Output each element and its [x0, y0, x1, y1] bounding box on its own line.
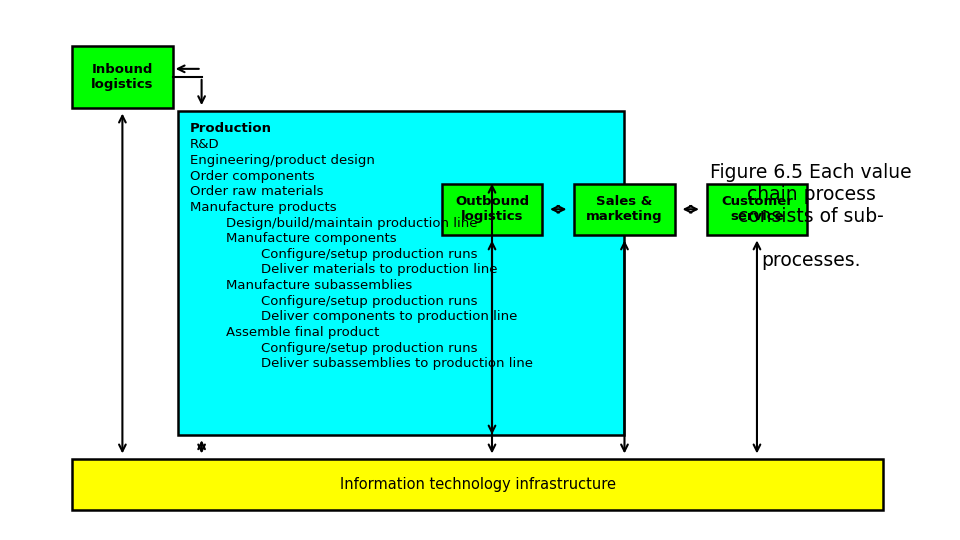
Text: Deliver components to production line: Deliver components to production line: [261, 310, 517, 323]
Text: R&D: R&D: [190, 138, 220, 151]
Text: Figure 6.5 Each value
chain process
consists of sub-

processes.: Figure 6.5 Each value chain process cons…: [710, 163, 912, 269]
Text: Sales &
marketing: Sales & marketing: [587, 195, 662, 223]
Text: Manufacture products: Manufacture products: [190, 201, 337, 214]
Text: Outbound
logistics: Outbound logistics: [455, 195, 529, 223]
Text: Order raw materials: Order raw materials: [190, 185, 324, 198]
Text: Deliver materials to production line: Deliver materials to production line: [261, 264, 497, 276]
Bar: [72, 459, 883, 510]
Bar: [707, 184, 807, 235]
Bar: [72, 46, 173, 108]
Bar: [574, 184, 675, 235]
Text: Information technology infrastructure: Information technology infrastructure: [340, 477, 615, 492]
Bar: [442, 184, 542, 235]
Text: Design/build/maintain production line: Design/build/maintain production line: [226, 217, 477, 230]
Bar: [178, 111, 624, 435]
Text: Configure/setup production runs: Configure/setup production runs: [261, 295, 478, 308]
Text: Customer
service: Customer service: [721, 195, 793, 223]
Text: Inbound
logistics: Inbound logistics: [91, 63, 154, 91]
Text: Manufacture subassemblies: Manufacture subassemblies: [226, 279, 412, 292]
Text: Manufacture components: Manufacture components: [226, 232, 396, 245]
Text: Assemble final product: Assemble final product: [226, 326, 379, 339]
Text: Configure/setup production runs: Configure/setup production runs: [261, 342, 478, 355]
Text: Production: Production: [190, 122, 272, 135]
Text: Configure/setup production runs: Configure/setup production runs: [261, 248, 478, 261]
Text: Order components: Order components: [190, 170, 315, 183]
Text: Engineering/product design: Engineering/product design: [190, 154, 375, 167]
Text: Deliver subassemblies to production line: Deliver subassemblies to production line: [261, 357, 533, 370]
